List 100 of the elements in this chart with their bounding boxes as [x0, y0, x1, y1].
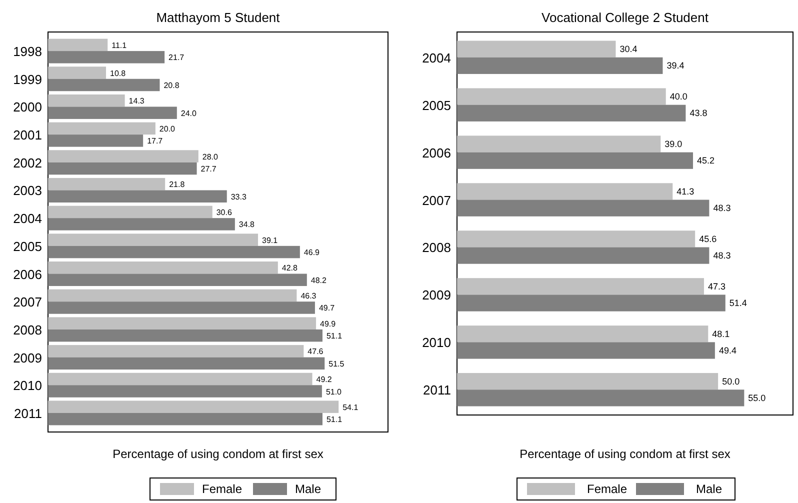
- bar: [48, 357, 325, 370]
- y-tick-label: 2007: [13, 294, 42, 310]
- bar: [457, 294, 726, 312]
- data-label: 45.2: [697, 156, 715, 166]
- bar: [457, 136, 661, 152]
- y-tick-label: 2008: [422, 240, 451, 256]
- bar: [48, 94, 125, 107]
- data-label: 48.1: [712, 328, 730, 339]
- data-label: 48.2: [310, 276, 328, 285]
- bar: [48, 234, 258, 246]
- bar: [48, 345, 304, 358]
- data-label: 48.3: [713, 203, 731, 214]
- bar: [457, 278, 704, 295]
- y-tick-label: 2001: [13, 128, 42, 143]
- data-label: 51.5: [328, 359, 345, 368]
- bar: [457, 326, 708, 342]
- bar: [48, 302, 315, 314]
- data-label: 21.8: [169, 180, 186, 190]
- data-label: 43.8: [690, 108, 708, 118]
- data-label: 45.6: [699, 234, 717, 244]
- data-label: 27.7: [200, 164, 217, 174]
- data-label: 47.3: [708, 281, 726, 292]
- data-label: 46.3: [300, 291, 317, 300]
- y-tick-label: 2009: [13, 350, 42, 366]
- bar: [457, 373, 718, 390]
- y-tick-label: 2008: [13, 322, 42, 338]
- bar: [457, 342, 715, 359]
- bar: [457, 390, 744, 406]
- data-label: 24.0: [180, 108, 198, 118]
- data-label: 21.7: [168, 53, 185, 62]
- y-tick-label: 2003: [13, 183, 42, 198]
- data-label: 34.8: [238, 220, 256, 230]
- bar: [48, 66, 106, 79]
- y-tick-label: 2004: [422, 50, 451, 66]
- bar: [48, 317, 316, 330]
- y-tick-label: 2006: [422, 145, 451, 160]
- bar: [48, 134, 144, 147]
- bar: [48, 178, 166, 190]
- bar: [48, 78, 160, 92]
- bar: [48, 218, 235, 230]
- data-label: 51.4: [729, 298, 747, 308]
- bar: [48, 122, 156, 135]
- data-label: 55.0: [748, 392, 766, 403]
- y-tick-label: 2009: [422, 288, 451, 303]
- data-label: 33.3: [230, 192, 247, 202]
- data-label: 47.6: [308, 347, 324, 356]
- data-label: 49.4: [718, 345, 736, 356]
- bar: [457, 88, 666, 105]
- data-label: 30.6: [216, 208, 232, 217]
- data-label: 30.4: [620, 44, 638, 54]
- bar: [457, 230, 696, 248]
- y-tick-label: 2002: [13, 155, 42, 170]
- bar: [48, 329, 322, 342]
- x-axis-title: Percentage of using condom at first sex: [520, 447, 730, 461]
- y-tick-label: 1999: [13, 72, 42, 87]
- bar: [48, 400, 339, 413]
- bar: [457, 57, 663, 74]
- bar: [48, 274, 307, 286]
- data-label: 17.7: [147, 136, 164, 146]
- y-tick-label: 2004: [13, 211, 42, 226]
- data-label: 51.1: [326, 332, 343, 341]
- bar: [48, 246, 300, 258]
- bar: [457, 247, 710, 264]
- bar: [457, 183, 673, 200]
- data-label: 49.2: [316, 375, 332, 384]
- data-label: 49.9: [320, 319, 336, 328]
- data-label: 14.3: [128, 96, 145, 106]
- data-label: 48.3: [713, 250, 731, 261]
- y-tick-label: 2006: [13, 266, 42, 282]
- data-label: 51.1: [326, 415, 343, 424]
- legend-label: Female: [587, 482, 628, 496]
- y-tick-label: 2010: [13, 378, 42, 394]
- y-tick-label: 2000: [13, 100, 42, 115]
- data-label: 20.8: [164, 81, 180, 90]
- data-label: 41.3: [676, 186, 694, 196]
- y-tick-label: 2011: [423, 382, 451, 398]
- data-label: 51.0: [326, 387, 342, 396]
- bar: [457, 40, 616, 58]
- bar: [48, 206, 212, 218]
- data-label: 42.8: [282, 264, 298, 273]
- bar: [48, 190, 227, 202]
- bar: [457, 200, 710, 216]
- bar: [48, 262, 278, 274]
- bar: [48, 385, 322, 398]
- data-label: 20.0: [159, 124, 176, 134]
- data-label: 39.1: [262, 236, 278, 245]
- data-label: 49.7: [318, 304, 336, 313]
- legend-label: Male: [295, 482, 322, 496]
- data-label: 40.0: [670, 92, 688, 102]
- data-label: 54.1: [342, 402, 359, 412]
- bar: [48, 51, 165, 64]
- bar: [48, 372, 312, 386]
- bar: [48, 289, 297, 302]
- data-label: 46.9: [304, 248, 320, 258]
- bar: [48, 162, 197, 175]
- data-label: 50.0: [722, 376, 740, 386]
- data-label: 28.0: [202, 152, 219, 162]
- data-label: 10.8: [110, 68, 126, 78]
- data-label: 39.0: [664, 138, 682, 149]
- y-tick-label: 2007: [422, 192, 451, 208]
